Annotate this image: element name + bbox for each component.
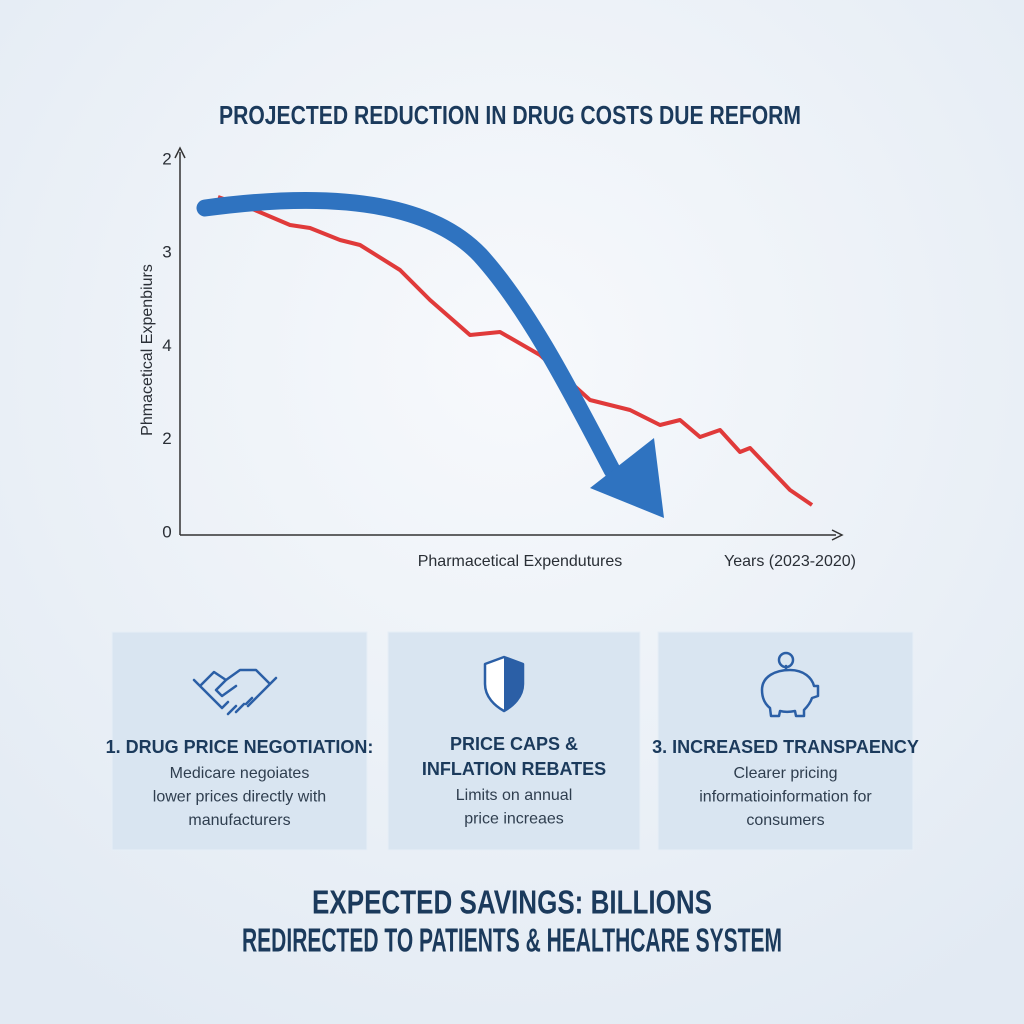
card-text: consumers xyxy=(746,812,824,829)
x-axis-title: Pharmacetical Expendutures xyxy=(418,553,623,570)
y-axis-title: Phmacetical Expenbiurs xyxy=(139,264,156,436)
card-text: Limits on annual xyxy=(456,787,573,804)
footer-line: REDIRECTED TO PATIENTS & HEALTHCARE SYST… xyxy=(242,922,782,959)
card-text: lower prices directly with xyxy=(153,789,326,806)
x-axis-note: Years (2023-2020) xyxy=(724,553,856,570)
y-axis-label: 0 xyxy=(162,522,171,541)
y-axis-arrow xyxy=(174,146,186,159)
footer-line: EXPECTED SAVINGS: BILLIONS xyxy=(312,884,712,921)
card-icon-half xyxy=(504,657,523,711)
card-heading: 3. INCREASED TRANSPAENCY xyxy=(652,737,919,757)
reform-arrow-head xyxy=(590,438,664,518)
card-icon-coin xyxy=(777,651,795,669)
card-heading: INFLATION REBATES xyxy=(422,759,606,779)
y-axis-label: 2 xyxy=(162,149,171,168)
chart: 2 3 4 2 0 Phmacetical Expenbiurs Pharmacetic… xyxy=(139,146,856,570)
title: PROJECTED REDUCTION IN DRUG COSTS DUE RE… xyxy=(219,100,801,130)
card-text: Medicare negoiates xyxy=(170,765,310,782)
card-heading: PRICE CAPS & xyxy=(450,734,578,754)
card-heading: 1. DRUG PRICE NEGOTIATION: xyxy=(106,737,374,757)
y-axis-label: 4 xyxy=(162,336,171,355)
card xyxy=(111,631,368,851)
card-text: price increaes xyxy=(464,811,564,828)
card-text: informatioinformation for xyxy=(699,789,872,806)
card xyxy=(387,631,641,851)
card-text: manufacturers xyxy=(188,812,290,829)
reform-arrow xyxy=(196,191,621,479)
y-axis-label: 3 xyxy=(162,243,171,262)
y-axis-label: 2 xyxy=(162,429,171,448)
x-axis-arrow xyxy=(831,529,844,541)
card-text: Clearer pricing xyxy=(733,765,837,782)
card-icon xyxy=(192,668,278,716)
